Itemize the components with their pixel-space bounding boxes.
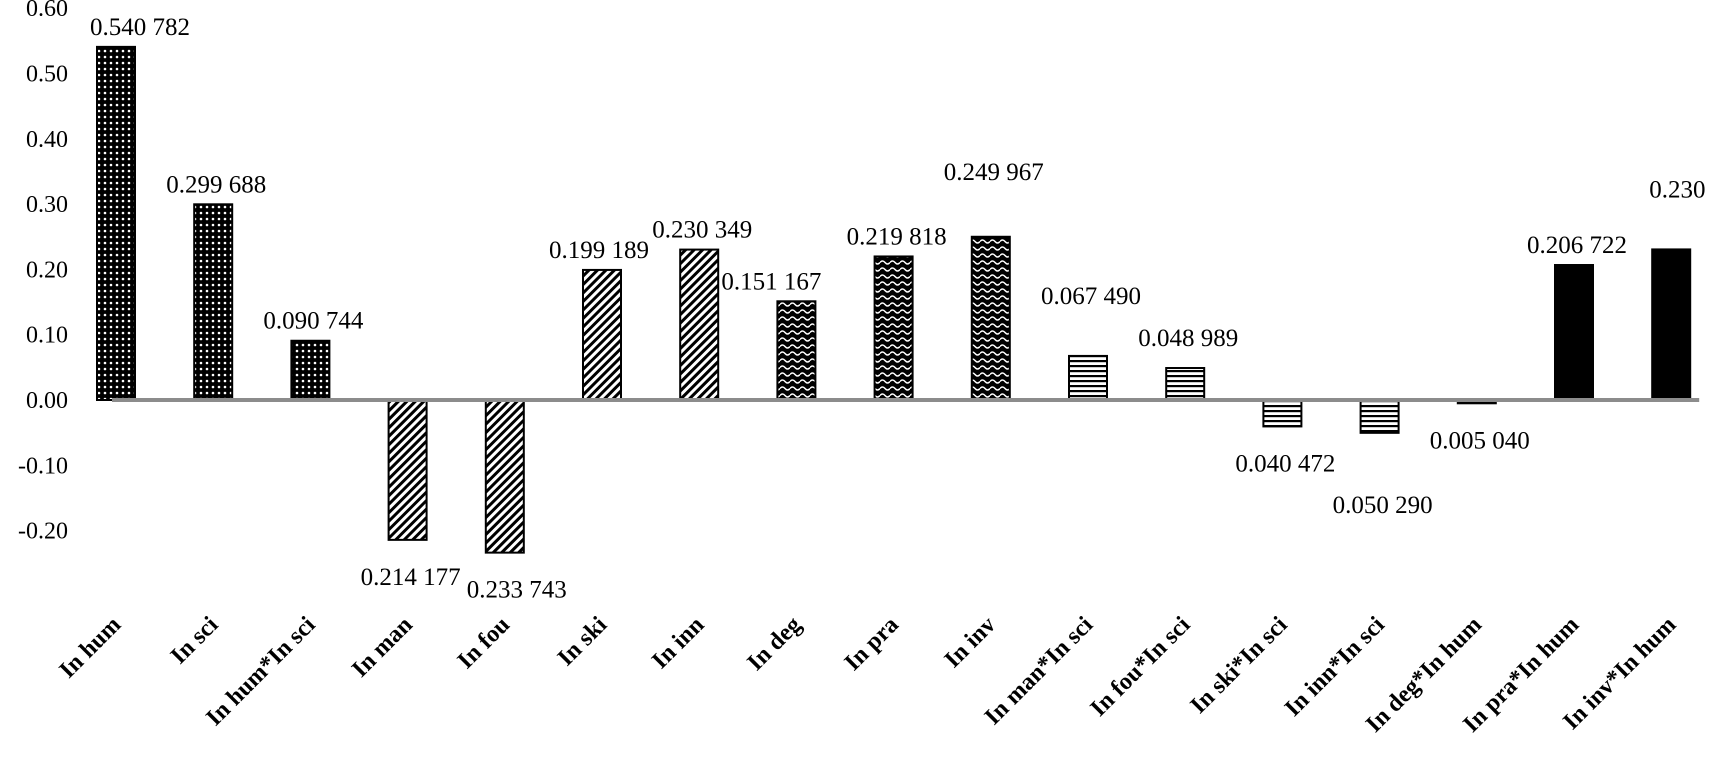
- category-label: In inn*In sci: [1280, 612, 1390, 722]
- bar-in-sci: [193, 203, 234, 401]
- category-label: In fou: [453, 612, 515, 674]
- category-label: In ski: [553, 612, 613, 672]
- category-label: In ski*In sci: [1186, 612, 1293, 719]
- data-label: 0.005 040: [1430, 427, 1530, 454]
- data-label: 0.299 688: [166, 171, 266, 198]
- bar-in-inn-x-in-sci: [1359, 399, 1400, 434]
- y-tick-label: 0.20: [26, 257, 68, 283]
- y-tick-label: -0.10: [18, 453, 68, 479]
- category-label: In hum: [55, 612, 127, 684]
- bars: [96, 45, 1692, 554]
- bar-in-hum: [96, 45, 136, 401]
- data-label: 0.230 609: [1649, 176, 1711, 203]
- data-label: 0.067 490: [1041, 283, 1141, 310]
- category-label: In inv: [940, 612, 1001, 673]
- data-label: 0.219 818: [847, 223, 947, 250]
- bar-in-inv: [970, 235, 1011, 401]
- bar-in-pra-x-in-hum: [1554, 264, 1594, 401]
- data-label: 0.151 167: [721, 268, 821, 295]
- category-label: In pra: [840, 612, 904, 676]
- data-label: 0.199 189: [549, 237, 649, 264]
- y-tick-label: 0.10: [26, 323, 68, 349]
- data-label: 0.233 743: [467, 577, 567, 604]
- y-tick-label: 0.30: [26, 192, 68, 218]
- bar-in-ski: [582, 268, 622, 402]
- y-tick-label: 0.40: [26, 127, 68, 153]
- y-tick-label: 0.50: [26, 62, 68, 88]
- bar-in-man-x-in-sci: [1068, 354, 1108, 401]
- data-label: 0.090 744: [263, 308, 364, 335]
- data-label: 0.540 782: [90, 14, 190, 41]
- bar-in-man: [387, 399, 428, 541]
- data-label: 0.230 349: [652, 217, 752, 244]
- bar-in-pra: [873, 255, 914, 401]
- data-label: 0.214 177: [361, 564, 461, 591]
- data-label: 0.206 722: [1527, 232, 1627, 259]
- bar-in-fou-x-in-sci: [1165, 367, 1206, 402]
- category-label: In deg: [743, 612, 807, 676]
- data-label: 0.040 472: [1235, 450, 1335, 477]
- y-tick-label: 0.00: [26, 388, 68, 414]
- bar-in-ski-x-in-sci: [1262, 399, 1303, 428]
- y-tick-label: -0.20: [18, 519, 68, 545]
- data-label: 0.048 989: [1138, 325, 1238, 352]
- data-label: 0.050 290: [1333, 492, 1433, 519]
- data-label: 0.249 967: [944, 159, 1044, 186]
- y-tick-label: 0.60: [26, 0, 68, 22]
- category-label: In sci: [166, 612, 224, 670]
- category-label: In man: [347, 612, 418, 683]
- category-label: In fou*In sci: [1086, 612, 1196, 722]
- category-label: In inn: [647, 612, 709, 674]
- bar-in-inn: [679, 248, 720, 401]
- bar-in-deg: [776, 300, 817, 402]
- bar-in-hum-x-in-sci: [290, 339, 331, 402]
- bar-in-fou: [484, 399, 525, 554]
- bar-in-inv-x-in-hum: [1651, 248, 1692, 401]
- y-axis: 0.60 0.50 0.40 0.30 0.20 0.10 0.00 -0.10 -0.20: [18, 0, 68, 545]
